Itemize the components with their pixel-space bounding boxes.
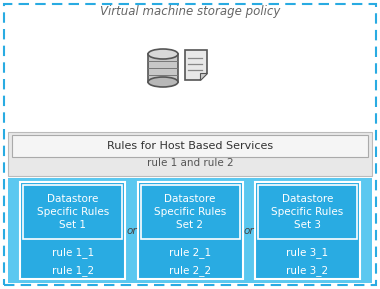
FancyBboxPatch shape: [8, 178, 372, 283]
Text: rule 2_2: rule 2_2: [169, 266, 211, 277]
FancyBboxPatch shape: [255, 182, 360, 279]
FancyBboxPatch shape: [141, 185, 239, 239]
Text: rule 1_3: rule 1_3: [52, 284, 94, 289]
FancyBboxPatch shape: [148, 54, 178, 82]
Polygon shape: [185, 50, 207, 80]
Text: rule 1 and rule 2: rule 1 and rule 2: [147, 158, 233, 168]
Ellipse shape: [148, 77, 178, 87]
Text: rule 3_3: rule 3_3: [286, 284, 328, 289]
FancyBboxPatch shape: [8, 132, 372, 176]
Text: rule 1_2: rule 1_2: [52, 266, 94, 277]
Text: or: or: [243, 225, 254, 236]
Text: Rules for Host Based Services: Rules for Host Based Services: [107, 141, 273, 151]
Text: Datastore
Specific Rules
Set 1: Datastore Specific Rules Set 1: [36, 194, 109, 230]
FancyBboxPatch shape: [23, 185, 122, 239]
Text: Datastore
Specific Rules
Set 3: Datastore Specific Rules Set 3: [271, 194, 344, 230]
FancyBboxPatch shape: [20, 182, 125, 279]
FancyBboxPatch shape: [258, 185, 357, 239]
Text: Datastore
Specific Rules
Set 2: Datastore Specific Rules Set 2: [154, 194, 226, 230]
FancyBboxPatch shape: [12, 135, 368, 157]
Text: rule 2_1: rule 2_1: [169, 248, 211, 258]
Text: rule 1_1: rule 1_1: [52, 248, 94, 258]
Text: rule 3_2: rule 3_2: [286, 266, 328, 277]
Text: Virtual machine storage policy: Virtual machine storage policy: [100, 5, 280, 18]
Polygon shape: [200, 73, 207, 80]
FancyBboxPatch shape: [138, 182, 242, 279]
Ellipse shape: [148, 49, 178, 59]
Text: or: or: [126, 225, 137, 236]
Text: rule 3_1: rule 3_1: [286, 248, 328, 258]
